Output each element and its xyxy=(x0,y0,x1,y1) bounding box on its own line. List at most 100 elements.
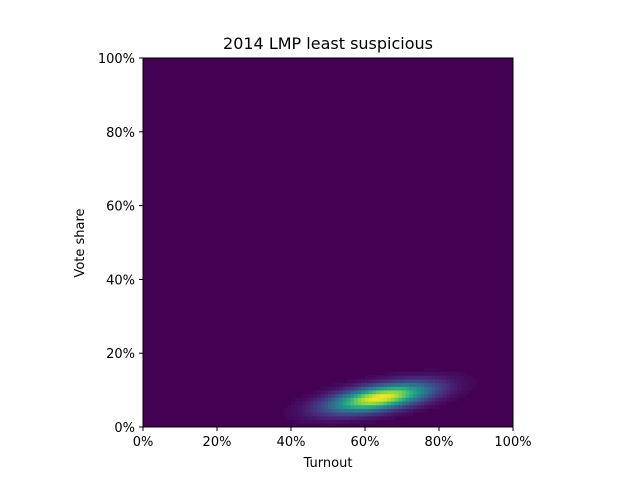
heatmap-cell xyxy=(405,401,410,406)
heatmap-cell xyxy=(379,401,384,406)
heatmap-cell xyxy=(361,401,366,406)
heatmap-cell xyxy=(350,419,355,424)
heatmap-cell xyxy=(379,404,384,409)
heatmap-cell xyxy=(368,390,373,395)
y-tick-label: 40% xyxy=(106,273,135,288)
heatmap-cell xyxy=(309,393,314,398)
x-tick-label: 80% xyxy=(425,435,454,450)
heatmap-cell xyxy=(439,386,444,391)
heatmap-cell xyxy=(390,412,395,417)
heatmap-cell xyxy=(453,375,458,380)
heatmap-cell xyxy=(409,375,414,380)
heatmap-cell xyxy=(376,401,381,406)
heatmap-cell xyxy=(461,375,466,380)
heatmap-cell xyxy=(435,401,440,406)
heatmap-cell xyxy=(346,415,351,421)
heatmap-cell xyxy=(302,401,307,406)
heatmap-cell xyxy=(361,404,366,409)
heatmap-cell xyxy=(394,412,399,417)
heatmap-cell xyxy=(342,390,347,395)
heatmap-cell xyxy=(320,404,325,409)
heatmap-cell xyxy=(405,393,410,398)
heatmap-cell xyxy=(472,382,477,387)
heatmap-cell xyxy=(305,415,310,421)
heatmap-cell xyxy=(342,412,347,417)
heatmap-cell xyxy=(453,386,458,391)
heatmap-cell xyxy=(324,415,329,421)
heatmap-cell xyxy=(446,379,451,384)
heatmap-cell xyxy=(413,393,418,398)
heatmap-cell xyxy=(365,375,370,380)
heatmap-cell xyxy=(420,375,425,380)
heatmap-cell xyxy=(309,419,314,424)
heatmap-cell xyxy=(453,390,458,395)
heatmap-cell xyxy=(387,390,392,395)
heatmap-cell xyxy=(427,397,432,402)
heatmap-cell xyxy=(302,393,307,398)
heatmap-cell xyxy=(342,408,347,413)
heatmap-cell xyxy=(320,397,325,402)
heatmap-cell xyxy=(376,390,381,395)
heatmap-cell xyxy=(424,404,429,409)
heatmap-cell xyxy=(416,386,421,391)
heatmap-cell xyxy=(376,415,381,421)
heatmap-cell xyxy=(294,404,299,409)
heatmap-cell xyxy=(350,408,355,413)
heatmap-cell xyxy=(431,371,436,376)
heatmap-cell xyxy=(394,375,399,380)
heatmap-cell xyxy=(416,371,421,376)
heatmap-cell xyxy=(379,386,384,391)
heatmap-cell xyxy=(450,382,455,387)
heatmap-cell xyxy=(324,412,329,417)
heatmap-cell xyxy=(464,382,469,387)
heatmap-cell xyxy=(416,390,421,395)
heatmap-cell xyxy=(331,404,336,409)
heatmap-cell xyxy=(446,371,451,376)
heatmap-cell xyxy=(405,375,410,380)
heatmap-cell xyxy=(316,390,321,395)
heatmap-cell xyxy=(442,371,447,376)
heatmap-cell xyxy=(309,397,314,402)
heatmap-cell xyxy=(457,375,462,380)
heatmap-cell xyxy=(320,393,325,398)
heatmap-cell xyxy=(394,379,399,384)
heatmap-cell xyxy=(350,412,355,417)
heatmap-cell xyxy=(464,379,469,384)
heatmap-cell xyxy=(457,393,462,398)
heatmap-cell xyxy=(350,397,355,402)
heatmap-cell xyxy=(283,408,288,413)
heatmap-cell xyxy=(305,419,310,424)
heatmap-cell xyxy=(320,423,325,428)
heatmap-cell xyxy=(390,390,395,395)
heatmap-cell xyxy=(424,386,429,391)
heatmap-cell xyxy=(387,379,392,384)
heatmap-cell xyxy=(405,390,410,395)
heatmap-cell xyxy=(353,393,358,398)
heatmap-cell xyxy=(431,397,436,402)
heatmap-cell xyxy=(413,386,418,391)
heatmap-cell xyxy=(431,393,436,398)
heatmap-cell xyxy=(316,404,321,409)
heatmap-cell xyxy=(346,397,351,402)
heatmap-cell xyxy=(435,393,440,398)
heatmap-cell xyxy=(365,382,370,387)
heatmap-cell xyxy=(427,382,432,387)
heatmap-cell xyxy=(457,371,462,376)
heatmap-cell xyxy=(294,415,299,421)
heatmap-cell xyxy=(328,412,333,417)
heatmap-cell xyxy=(439,379,444,384)
heatmap-cell xyxy=(372,408,377,413)
heatmap-cell xyxy=(468,375,473,380)
heatmap-cell xyxy=(390,382,395,387)
heatmap-cell xyxy=(464,390,469,395)
heatmap-cell xyxy=(435,371,440,376)
heatmap-cell xyxy=(331,415,336,421)
heatmap-cell xyxy=(342,419,347,424)
heatmap-cell xyxy=(328,401,333,406)
heatmap-cell xyxy=(342,415,347,421)
heatmap-cell xyxy=(457,386,462,391)
heatmap-cell xyxy=(331,397,336,402)
heatmap-cell xyxy=(350,379,355,384)
x-tick-label: 20% xyxy=(203,435,232,450)
heatmap-cell xyxy=(431,390,436,395)
